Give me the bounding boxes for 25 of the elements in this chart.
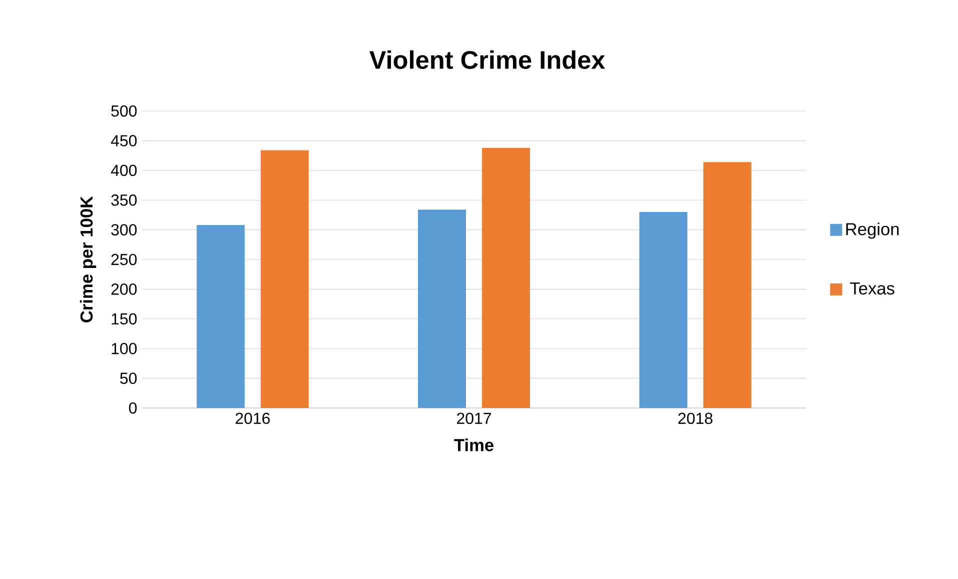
bar	[482, 148, 530, 408]
legend-label: Region	[846, 222, 899, 239]
y-tick-label: 350	[111, 194, 137, 206]
y-tick-label: 50	[120, 372, 137, 384]
y-tick-label: 500	[111, 105, 137, 117]
y-axis-title: Crime per 100K	[80, 196, 96, 322]
bar	[196, 225, 245, 408]
bar	[703, 162, 752, 408]
y-tick-label: 200	[111, 284, 137, 295]
chart-title: Violent Crime Index	[369, 50, 606, 69]
y-tick-label: 450	[110, 135, 137, 146]
bar	[260, 150, 309, 408]
x-tick-label: 2016	[236, 412, 270, 424]
y-tick-label: 250	[111, 254, 137, 266]
y-tick-label: 100	[112, 342, 137, 354]
y-tick-label: 400	[110, 164, 137, 176]
x-tick-label: 2018	[678, 412, 712, 424]
bar	[418, 210, 466, 408]
x-tick-label: 2017	[457, 412, 491, 424]
bar	[639, 212, 688, 408]
x-axis-title: Time	[454, 438, 494, 452]
y-tick-label: 150	[112, 313, 137, 325]
legend-label: Texas	[850, 282, 894, 295]
y-tick-label: 0	[129, 402, 137, 414]
y-tick-label: 300	[111, 224, 137, 236]
